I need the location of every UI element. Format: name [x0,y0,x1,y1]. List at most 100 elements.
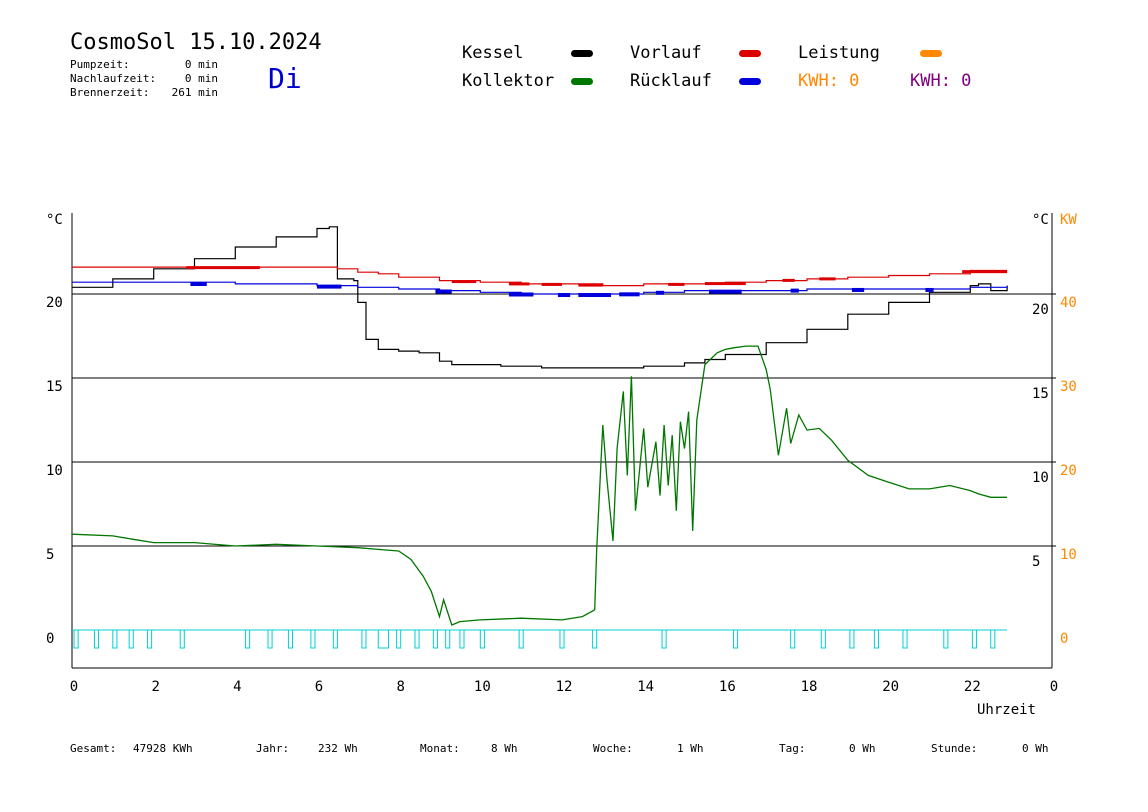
stat-value: 0 min [184,72,218,85]
legend-vorlauf-swatch [739,50,761,57]
legend-leistung-label: Leistung [798,43,880,63]
kw-tick-label: 40 [1060,295,1077,311]
pump-pulse [396,629,402,649]
ruecklauf-bar [508,292,534,297]
x-tick-label: 12 [556,679,573,695]
right-tick-label: 10 [1032,470,1049,486]
left-tick-label: 10 [46,463,63,479]
vorlauf-bar [668,282,685,286]
legend-ruecklauf-swatch [739,78,761,85]
pump-pulse [733,629,739,649]
stat-label: Pumpzeit: [70,58,130,71]
ruecklauf-bar [190,281,207,286]
ruecklauf-bar [578,293,611,297]
pump-pulse [479,629,485,649]
pump-pulse [943,629,949,649]
pump-pulse [128,629,134,649]
legend-kwh-second: KWH: 0 [910,71,972,91]
x-tick-label: 10 [474,679,491,695]
pump-pulse [287,629,293,649]
ruecklauf-bar [709,289,742,294]
page-title: CosmoSol 15.10.2024 [70,30,322,55]
kw-tick-label: 20 [1060,463,1077,479]
legend-kollektor-swatch [571,78,593,85]
ruecklauf-bar [557,293,571,297]
series-vorlauf-line [72,266,1008,287]
pump-pulse [790,629,796,649]
left-tick-label: 15 [46,379,63,395]
x-tick-label: 20 [882,679,899,695]
stat-value: 0 min [184,58,218,71]
pump-pulse [73,629,79,649]
pump-pulse [902,629,908,649]
right-tick-label: 20 [1032,302,1049,318]
pump-pulse [93,629,100,649]
ruecklauf-bar [925,287,934,292]
ruecklauf-bar [619,292,640,297]
kw-tick-label: 10 [1060,547,1077,563]
x-tick-label: 0 [1050,679,1058,695]
legend-kwh-leistung: KWH: 0 [798,71,860,91]
legend-kessel-label: Kessel [462,43,524,63]
ruecklauf-bar [317,284,342,289]
pump-pulse [112,629,118,649]
pump-pulse [559,629,565,649]
pump-pulse [459,629,465,649]
footer-label: Monat: [420,742,460,755]
pump-pulse [873,629,879,649]
vorlauf-bar [186,266,260,270]
legend-ruecklauf-label: Rücklauf [630,71,712,91]
footer-value: 0 Wh [849,742,876,755]
pump-pulse [971,629,977,649]
footer-label: Woche: [593,742,633,755]
legend-leistung-swatch [920,50,942,57]
pump-pulse [414,629,420,649]
stat-row: Pumpzeit: 0 min [70,58,218,72]
footer-label: Stunde: [931,742,978,755]
vorlauf-bar [541,282,562,286]
stat-value: 261 min [171,86,218,99]
series-kollektor-line [71,345,1008,626]
right-unit-label: °C [1032,212,1049,228]
pump-pulse [990,629,996,649]
pump-pulse [518,629,524,649]
vorlauf-bar [508,282,530,286]
x-tick-label: 2 [151,679,159,695]
left-tick-label: 5 [46,547,54,563]
pump-pulse [445,629,451,649]
footer-value: 8 Wh [491,742,518,755]
pump-pulse [179,629,185,649]
pump-pulse [267,629,273,649]
left-tick-label: 0 [46,631,54,647]
stat-row: Brennerzeit: 261 min [70,86,218,100]
footer-value: 1 Wh [677,742,704,755]
x-axis-label: Uhrzeit [977,702,1036,718]
stats-block: Pumpzeit: 0 min Nachlaufzeit: 0 min Brennerz… [70,58,218,100]
pump-pulse [332,629,338,649]
legend-kessel-swatch [571,50,593,57]
legend-kollektor-label: Kollektor [462,71,555,91]
pump-pulse [432,629,438,649]
pump-pulse [361,629,367,649]
footer-stats: Gesamt: 47928 KWh Jahr: 232 Wh Monat: 8 Wh Woc… [0,742,1148,760]
x-tick-label: 4 [233,679,241,695]
x-tick-label: 14 [637,679,654,695]
ruecklauf-bar [655,290,665,295]
vorlauf-bar [451,280,477,284]
ruecklauf-bar [435,289,452,294]
pump-pulse [820,629,826,649]
footer-value: 47928 KWh [133,742,193,755]
ruecklauf-bar [790,288,799,293]
stat-label: Nachlaufzeit: [70,72,157,85]
kw-tick-label: 30 [1060,379,1077,395]
footer-label: Jahr: [256,742,290,755]
x-tick-label: 6 [315,679,323,695]
x-tick-label: 8 [396,679,404,695]
vorlauf-bar [782,278,795,282]
footer-label: Gesamt: [70,742,117,755]
weekday-label: Di [268,62,302,95]
x-tick-label: 22 [964,679,981,695]
pump-pulse [661,629,667,649]
left-unit-label: °C [46,212,63,228]
ruecklauf-bar [851,287,865,292]
